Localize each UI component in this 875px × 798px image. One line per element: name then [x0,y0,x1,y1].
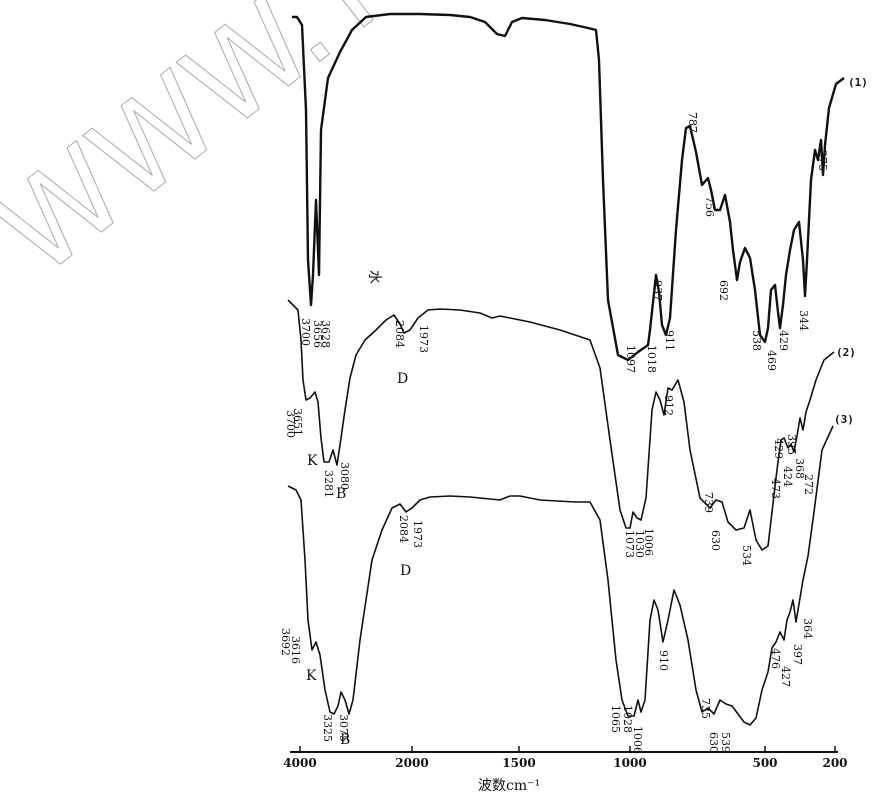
trace-3 [287,425,834,726]
x-tick-label-1000: 1000 [613,756,646,770]
peak-label-s3-735: 735 [699,698,712,719]
peak-label-s3-3325: 3325 [321,714,334,742]
peak-label-s1-344: 344 [797,310,810,331]
annotation-k-2: K [307,453,318,469]
annotation-d-3: D [400,563,411,579]
peak-label-s2-395: 395 [785,434,798,455]
peak-label-s3-364: 364 [801,618,814,639]
peak-label-s3-539: 539 [719,732,732,753]
peak-label-s2-429: 429 [772,438,785,459]
peak-label-s3-397: 397 [791,644,804,665]
peak-label-s1-3628: 3628 [319,320,332,348]
peak-label-s3-3616: 3616 [289,636,302,664]
series-label-3: (3) [834,413,854,426]
peak-label-s2-3080: 3080 [338,462,351,490]
peak-label-s1-429: 429 [777,330,790,351]
peak-label-s1-469: 469 [765,350,778,371]
peak-label-s3-2084: 2084 [397,515,410,543]
peak-label-s2-3700: 3700 [284,410,297,438]
peak-label-s1-3700: 3700 [299,318,312,346]
peak-label-s3-1028: 1028 [621,705,634,733]
peak-label-s3-630: 630 [707,732,720,753]
trace-1 [292,12,845,362]
x-tick-label-1500: 1500 [502,756,535,770]
x-tick-label-500: 500 [752,756,777,770]
peak-label-s2-424: 424 [781,466,794,487]
peak-label-s2-3281: 3281 [322,470,335,498]
peak-label-s2-3651: 3651 [291,408,304,436]
peak-label-s2-1073: 1073 [623,530,636,558]
x-tick-label-2000: 2000 [395,756,428,770]
peak-label-s3-1006: 1006 [631,726,644,754]
peak-label-s2-1030: 1030 [633,530,646,558]
peak-label-s1-756: 756 [703,196,716,217]
peak-label-s2-630: 630 [709,530,722,551]
peak-label-s1-1097: 1097 [624,345,637,373]
annotation-d-2: D [397,371,408,387]
peak-label-s1-911: 911 [663,330,676,351]
peak-label-s1-538: 538 [750,330,763,351]
series-label-1: (1) [848,76,868,89]
peak-label-s3-3692: 3692 [279,628,292,656]
x-axis-ticks: 4000 2000 1500 1000 500 200 [283,746,848,770]
peak-label-s1-692: 692 [717,280,730,301]
x-tick-label-4000: 4000 [283,756,316,770]
peak-label-s1-937: 937 [651,280,664,301]
peak-label-s2-912: 912 [662,395,675,416]
peak-label-s3-427: 427 [779,666,792,687]
x-tick-label-200: 200 [822,756,847,770]
peak-label-s2-1006: 1006 [642,528,655,556]
peak-label-s1-3656: 3656 [311,320,324,348]
peak-label-s3-1065: 1065 [609,705,622,733]
peak-label-s1-1018: 1018 [645,345,658,373]
peak-label-s2-272: 272 [802,474,815,495]
annotation-b-2: B [336,486,346,502]
spectrum-traces [287,12,845,726]
peak-label-s3-910: 910 [657,650,670,671]
peak-label-s2-368: 368 [793,458,806,479]
peak-label-s3-3075: 3075 [337,714,350,742]
annotation-k-3: K [306,668,317,684]
peak-label-s1-275: 275 [816,150,829,171]
peak-label-s3-1973: 1973 [411,520,424,548]
series-label-2: (2) [836,346,856,359]
peak-label-s2-473: 473 [769,478,782,499]
peak-label-s2-534: 534 [740,545,753,566]
trace-2 [287,299,835,551]
annotation-b-3: B [340,732,350,748]
peak-label-s1-787: 787 [686,112,699,133]
annotation-water: 水 [366,270,382,284]
peak-label-s2-739: 739 [702,492,715,513]
peak-label-s2-2084: 2084 [393,320,406,348]
x-axis-label: 波数cm⁻¹ [478,778,540,794]
peak-label-s3-476: 476 [769,648,782,669]
peak-label-s2-1973: 1973 [417,325,430,353]
watermark: WWW.YSKW. [0,0,647,303]
